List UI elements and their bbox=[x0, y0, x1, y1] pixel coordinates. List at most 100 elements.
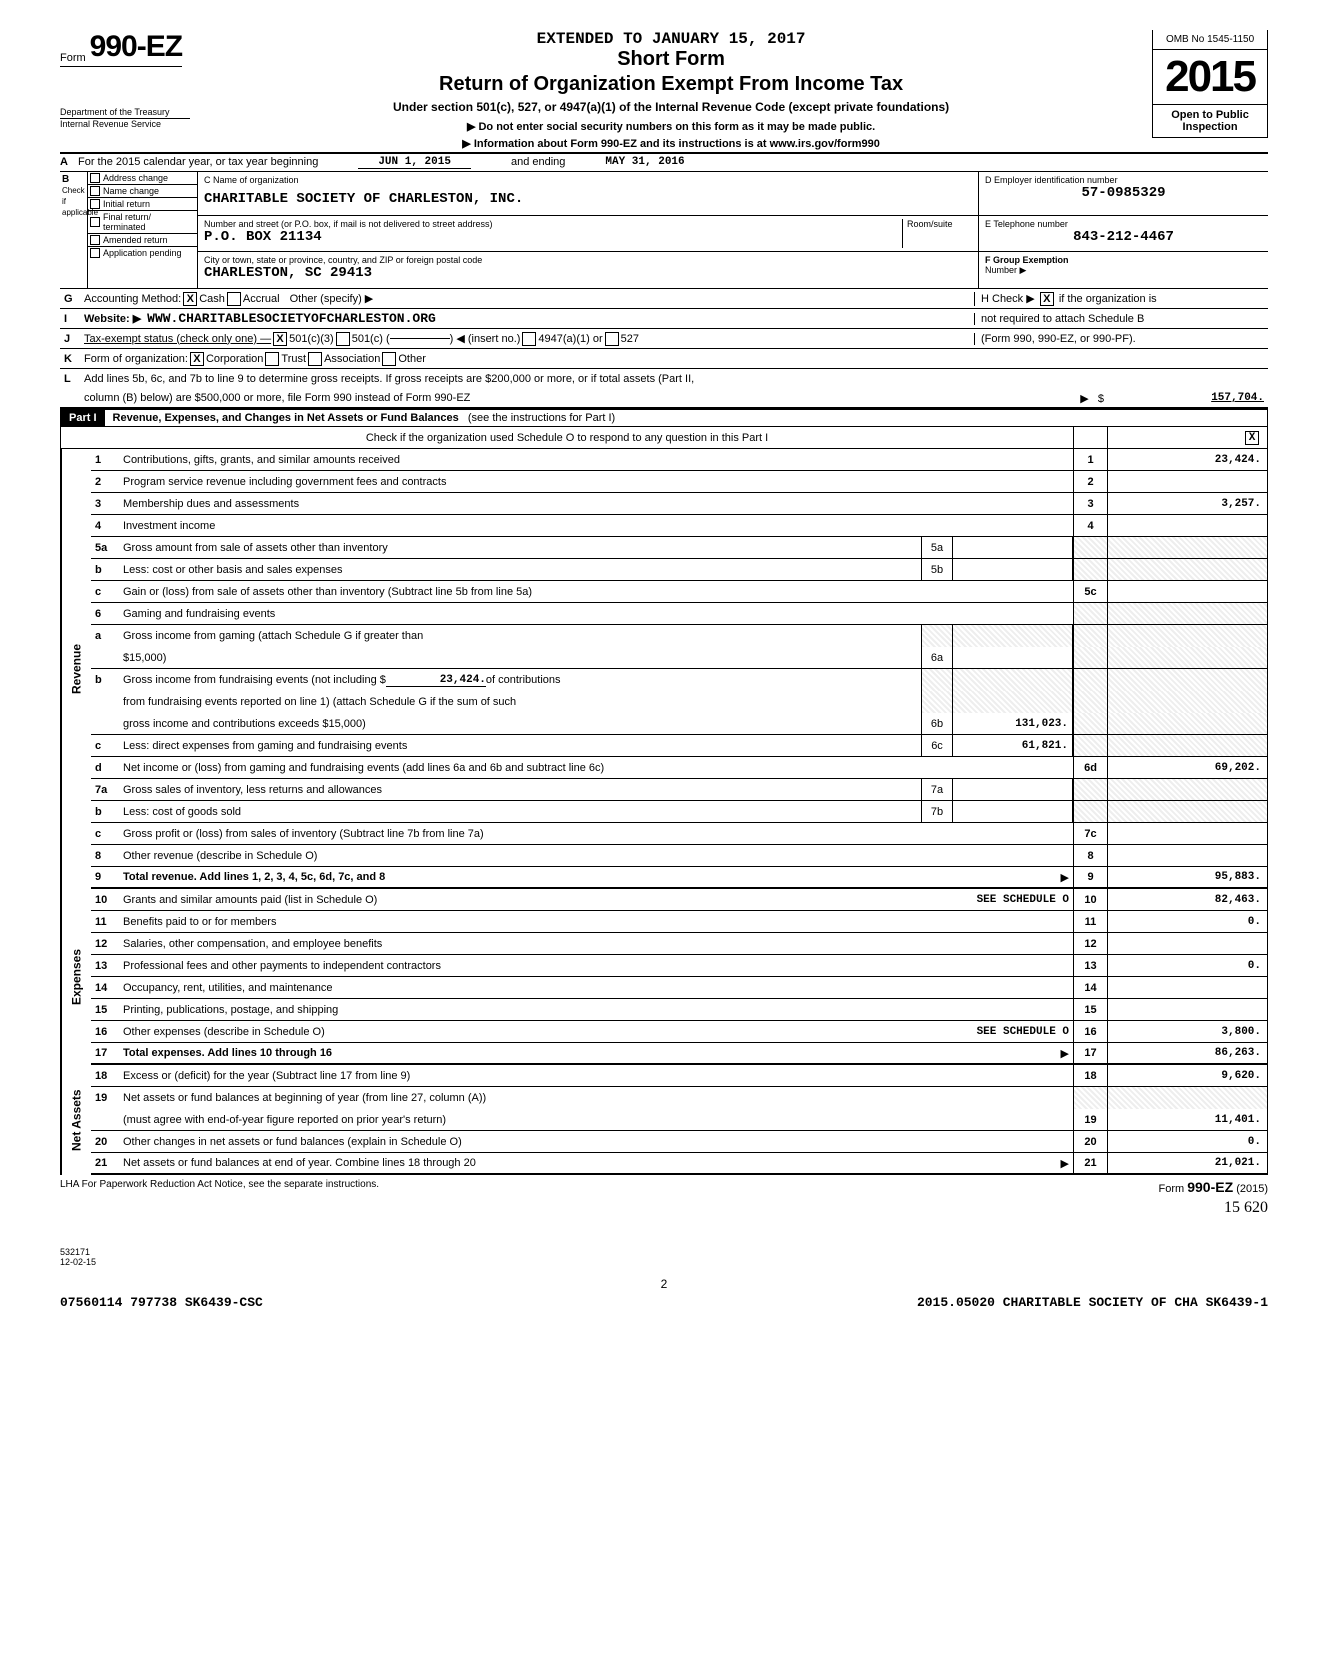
part1-grid: Revenue 1Contributions, gifts, grants, a… bbox=[60, 449, 1268, 1175]
other-org-checkbox[interactable] bbox=[382, 352, 396, 366]
ssn-warning: ▶ Do not enter social security numbers o… bbox=[190, 120, 1152, 133]
line-8: 8Other revenue (describe in Schedule O)8 bbox=[91, 845, 1267, 867]
line-16: 16Other expenses (describe in Schedule O… bbox=[91, 1021, 1267, 1043]
main-title: Return of Organization Exempt From Incom… bbox=[190, 73, 1152, 96]
line-16-schedule-o: SEE SCHEDULE O bbox=[977, 1026, 1069, 1038]
form-prefix: Form bbox=[60, 52, 86, 64]
line-7b: bLess: cost of goods sold7b bbox=[91, 801, 1267, 823]
and-ending: and ending bbox=[511, 156, 565, 169]
l-text1: Add lines 5b, 6c, and 7b to line 9 to de… bbox=[84, 373, 694, 385]
line-6a-1: aGross income from gaming (attach Schedu… bbox=[91, 625, 1267, 647]
subtitle: Under section 501(c), 527, or 4947(a)(1)… bbox=[190, 100, 1152, 114]
omb-number: OMB No 1545-1150 bbox=[1152, 30, 1268, 50]
other-label: Other (specify) ▶ bbox=[290, 292, 374, 305]
line-6b-2: from fundraising events reported on line… bbox=[91, 691, 1267, 713]
dept-treasury: Department of the Treasury bbox=[60, 107, 190, 119]
row-k: K Form of organization: XCorporation Tru… bbox=[60, 349, 1268, 369]
chk-amended[interactable]: Amended return bbox=[88, 234, 197, 247]
e-label: E Telephone number bbox=[985, 219, 1262, 229]
part1-header: Part I Revenue, Expenses, and Changes in… bbox=[60, 409, 1268, 427]
line-6: 6Gaming and fundraising events bbox=[91, 603, 1267, 625]
footer-row: LHA For Paperwork Reduction Act Notice, … bbox=[60, 1175, 1268, 1199]
part1-check-row: Check if the organization used Schedule … bbox=[60, 427, 1268, 449]
org-info-block: B Check if applicable Address change Nam… bbox=[60, 172, 1268, 289]
j-label: Tax-exempt status (check only one) — bbox=[84, 333, 271, 345]
h-checkbox[interactable]: X bbox=[1040, 292, 1054, 306]
d-label: D Employer identification number bbox=[985, 175, 1262, 185]
col-b: B Check if applicable bbox=[60, 172, 88, 288]
trust-checkbox[interactable] bbox=[265, 352, 279, 366]
handwritten-note: 15 620 bbox=[60, 1199, 1268, 1217]
header-right: OMB No 1545-1150 2015 Open to Public Ins… bbox=[1152, 30, 1268, 138]
accrual-checkbox[interactable] bbox=[227, 292, 241, 306]
extended-date: EXTENDED TO JANUARY 15, 2017 bbox=[190, 30, 1152, 48]
line-14: 14Occupancy, rent, utilities, and mainte… bbox=[91, 977, 1267, 999]
lha-notice: LHA For Paperwork Reduction Act Notice, … bbox=[60, 1179, 379, 1195]
line-11: 11Benefits paid to or for members110. bbox=[91, 911, 1267, 933]
corp-checkbox[interactable]: X bbox=[190, 352, 204, 366]
line-15: 15Printing, publications, postage, and s… bbox=[91, 999, 1267, 1021]
website-label: Website: ▶ bbox=[84, 312, 141, 325]
row-l1: L Add lines 5b, 6c, and 7b to line 9 to … bbox=[60, 369, 1268, 389]
expenses-side-label: Expenses bbox=[61, 889, 91, 1065]
501c3-checkbox[interactable]: X bbox=[273, 332, 287, 346]
l-text2: column (B) below) are $500,000 or more, … bbox=[84, 392, 470, 404]
527-checkbox[interactable] bbox=[605, 332, 619, 346]
cash-label: Cash bbox=[199, 293, 225, 305]
row-g: G Accounting Method: XCash Accrual Other… bbox=[60, 289, 1268, 309]
line-3: 3Membership dues and assessments33,257. bbox=[91, 493, 1267, 515]
bottom-left-id: 07560114 797738 SK6439-CSC bbox=[60, 1295, 263, 1310]
info-url: ▶ Information about Form 990-EZ and its … bbox=[190, 137, 1152, 150]
line-20: 20Other changes in net assets or fund ba… bbox=[91, 1131, 1267, 1153]
schedule-o-checkbox[interactable]: X bbox=[1245, 431, 1259, 445]
line-12: 12Salaries, other compensation, and empl… bbox=[91, 933, 1267, 955]
accrual-label: Accrual bbox=[243, 293, 280, 305]
line-17: 17Total expenses. Add lines 10 through 1… bbox=[91, 1043, 1267, 1065]
chk-address-change[interactable]: Address change bbox=[88, 172, 197, 185]
line-13: 13Professional fees and other payments t… bbox=[91, 955, 1267, 977]
line-1: 1Contributions, gifts, grants, and simil… bbox=[91, 449, 1267, 471]
title-block: EXTENDED TO JANUARY 15, 2017 Short Form … bbox=[190, 30, 1152, 150]
cash-checkbox[interactable]: X bbox=[183, 292, 197, 306]
line-5b: bLess: cost or other basis and sales exp… bbox=[91, 559, 1267, 581]
row-j: J Tax-exempt status (check only one) — X… bbox=[60, 329, 1268, 349]
chk-initial-return[interactable]: Initial return bbox=[88, 198, 197, 211]
line-6c: cLess: direct expenses from gaming and f… bbox=[91, 735, 1267, 757]
name-address-col: C Name of organization CHARITABLE SOCIET… bbox=[198, 172, 978, 288]
line-9: 9Total revenue. Add lines 1, 2, 3, 4, 5c… bbox=[91, 867, 1267, 889]
chk-pending[interactable]: Application pending bbox=[88, 247, 197, 259]
line-2: 2Program service revenue including gover… bbox=[91, 471, 1267, 493]
line-5a: 5aGross amount from sale of assets other… bbox=[91, 537, 1267, 559]
line-7c: cGross profit or (loss) from sales of in… bbox=[91, 823, 1267, 845]
line-6b-3: gross income and contributions exceeds $… bbox=[91, 713, 1267, 735]
6b-contributions: 23,424. bbox=[386, 674, 486, 687]
501c-checkbox[interactable] bbox=[336, 332, 350, 346]
short-form-label: Short Form bbox=[190, 48, 1152, 71]
dept-irs: Internal Revenue Service bbox=[60, 119, 190, 130]
def-col: D Employer identification number 57-0985… bbox=[978, 172, 1268, 288]
page-number: 2 bbox=[60, 1277, 1268, 1291]
row-a-label: For the 2015 calendar year, or tax year … bbox=[78, 156, 318, 169]
row-l2: column (B) below) are $500,000 or more, … bbox=[60, 389, 1268, 409]
chk-final-return[interactable]: Final return/ terminated bbox=[88, 211, 197, 234]
chk-name-change[interactable]: Name change bbox=[88, 185, 197, 198]
line-4: 4Investment income4 bbox=[91, 515, 1267, 537]
assoc-checkbox[interactable] bbox=[308, 352, 322, 366]
k-label: Form of organization: bbox=[84, 353, 188, 365]
line-5c: cGain or (loss) from sale of assets othe… bbox=[91, 581, 1267, 603]
bottom-ids: 07560114 797738 SK6439-CSC 2015.05020 CH… bbox=[60, 1295, 1268, 1310]
h-line2: not required to attach Schedule B bbox=[974, 313, 1264, 325]
4947-checkbox[interactable] bbox=[522, 332, 536, 346]
net-assets-side-label: Net Assets bbox=[61, 1065, 91, 1175]
year-begin: JUN 1, 2015 bbox=[358, 156, 471, 169]
revenue-side-label: Revenue bbox=[61, 449, 91, 889]
ein: 57-0985329 bbox=[985, 185, 1262, 201]
open-line1: Open to Public bbox=[1161, 109, 1259, 121]
schedule-o-check-label: Check if the organization used Schedule … bbox=[61, 427, 1073, 448]
f-number: Number ▶ bbox=[985, 265, 1262, 276]
part1-title: Revenue, Expenses, and Changes in Net As… bbox=[113, 412, 459, 424]
tax-year: 2015 bbox=[1152, 50, 1268, 105]
software-code: 532171 12-02-15 bbox=[60, 1247, 1268, 1267]
h-block: H Check ▶ X if the organization is bbox=[974, 292, 1264, 306]
form-number-block: Form 990-EZ bbox=[60, 30, 182, 67]
